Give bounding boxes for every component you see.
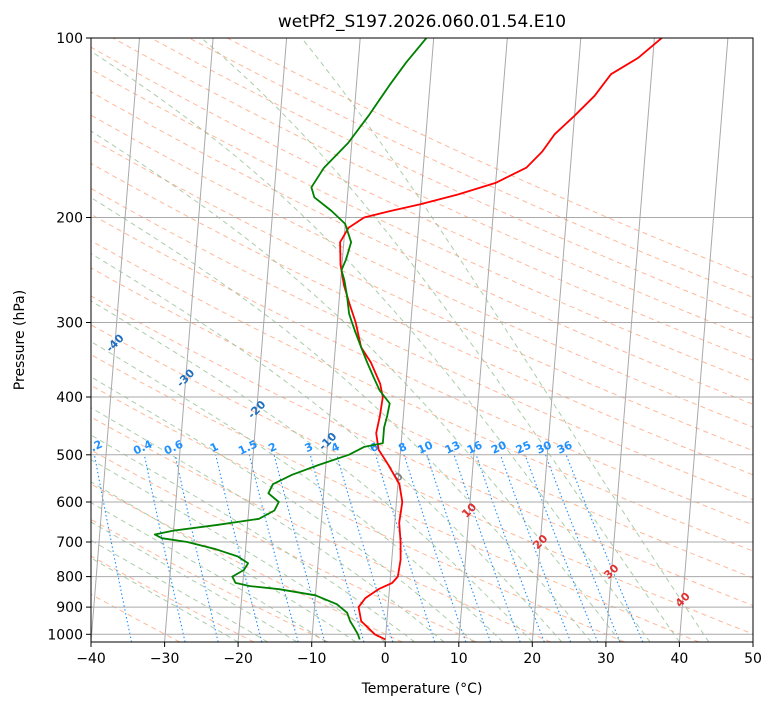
isotherm-line — [458, 38, 508, 642]
moist-adiabat-line — [91, 197, 592, 642]
y-tick-label: 700 — [56, 535, 83, 551]
y-tick-label: 800 — [56, 570, 83, 586]
mixing-ratio-line — [336, 454, 394, 642]
x-tick-label: −40 — [76, 651, 106, 667]
dry-adiabat-line — [91, 449, 477, 642]
mixing-ratio-line — [375, 454, 436, 642]
isotherm-line — [605, 38, 655, 642]
x-tick-label: 50 — [744, 651, 762, 667]
x-axis-label: Temperature (°C) — [361, 681, 483, 697]
isotherm-line — [678, 38, 729, 642]
y-tick-label: 900 — [56, 600, 83, 616]
mixing-ratio-line — [499, 454, 572, 642]
mixing-ratio-line — [174, 454, 219, 642]
mixing-ratio-line — [426, 454, 492, 642]
dry-adiabat-line — [91, 555, 255, 642]
mixing-ratio-line — [565, 454, 644, 642]
moist-adiabat-line — [91, 130, 621, 642]
moist-adiabat-line — [91, 300, 533, 642]
isotherm-line — [384, 38, 435, 642]
mixing-ratio-label: 16 — [465, 438, 485, 456]
isotherm-line — [531, 38, 582, 642]
isotherm-line — [91, 38, 140, 642]
sounding-series — [153, 38, 663, 641]
mixing-ratio-label: 13 — [443, 439, 462, 457]
y-tick-label: 100 — [56, 31, 83, 47]
moist-adiabat-line — [91, 459, 386, 642]
y-tick-label: 1000 — [47, 627, 83, 643]
x-axis: −40 −30 −20 −10 0 10 20 30 40 50 — [76, 642, 762, 667]
moist-adiabat-line — [91, 50, 651, 642]
x-tick-label: 10 — [450, 651, 468, 667]
dry-adiabat-line — [91, 354, 700, 642]
x-tick-label: −30 — [150, 651, 180, 667]
y-axis: 100 200 300 400 500 600 700 800 900 1000 — [47, 31, 91, 643]
y-tick-label: 200 — [56, 211, 83, 227]
pressure-gridlines — [91, 38, 753, 635]
moist-adiabat-line — [200, 38, 680, 642]
dry-adiabat-line — [91, 213, 753, 526]
x-tick-label: 20 — [523, 651, 541, 667]
mixing-ratio-label: 25 — [514, 439, 533, 457]
moist-adiabat-line — [91, 252, 563, 642]
isotherm-line — [237, 38, 288, 642]
mixing-ratio-line — [475, 454, 545, 642]
mixing-ratio-line — [215, 454, 263, 642]
dry-adiabat-line — [91, 295, 753, 607]
y-axis-label: Pressure (hPa) — [12, 290, 28, 390]
mixing-ratio-label: 10 — [416, 438, 436, 456]
plot-frame — [90, 37, 754, 643]
dry-adiabat-line — [91, 483, 403, 642]
mixing-ratio-lines — [93, 454, 644, 642]
moist-adiabat-line — [91, 539, 268, 642]
chart-title: wetPf2_S197.2026.060.01.54.E10 — [278, 12, 566, 32]
moist-adiabat-line — [91, 376, 474, 642]
dry-adiabat-line — [150, 38, 753, 319]
dry-adiabat-line — [91, 114, 753, 428]
mixing-ratio-label: 30 — [534, 438, 554, 456]
temperature-profile-line — [339, 38, 663, 641]
mixing-ratio-line — [403, 454, 467, 642]
x-tick-label: 30 — [597, 651, 615, 667]
x-tick-label: −20 — [223, 651, 253, 667]
dry-adiabat-line — [91, 91, 753, 405]
mixing-ratio-line — [143, 454, 186, 642]
mixing-ratio-line — [544, 454, 621, 642]
y-tick-label: 300 — [56, 316, 83, 332]
dry-adiabat-line — [91, 162, 753, 476]
moist-adiabat-line — [91, 521, 298, 642]
mixing-ratio-line — [524, 454, 599, 642]
mixing-ratio-line — [273, 454, 326, 642]
y-tick-label: 400 — [56, 390, 83, 406]
mixing-ratio-line — [453, 454, 521, 642]
isotherm-line — [164, 38, 214, 642]
dewpoint-profile-line — [153, 38, 428, 640]
mixing-ratio-label: 36 — [555, 438, 575, 456]
moist-adiabat-line — [91, 434, 415, 642]
plot-area: 0.10.20.40.611.52346810131620253036-100-… — [91, 38, 753, 642]
dry-adiabat-line — [91, 187, 753, 501]
y-tick-label: 500 — [56, 448, 83, 464]
moist-adiabat-line — [91, 481, 357, 642]
mixing-ratio-label: 20 — [489, 438, 509, 456]
x-tick-label: 40 — [670, 651, 688, 667]
dry-adiabat-line — [91, 267, 753, 579]
x-tick-label: 0 — [381, 651, 390, 667]
mixing-ratio-line — [309, 454, 365, 642]
mixing-ratio-line — [248, 454, 299, 642]
x-tick-label: −10 — [297, 651, 327, 667]
dry-adiabat-line — [91, 324, 753, 635]
moist-adiabat-line — [91, 557, 239, 642]
y-tick-label: 600 — [56, 495, 83, 511]
